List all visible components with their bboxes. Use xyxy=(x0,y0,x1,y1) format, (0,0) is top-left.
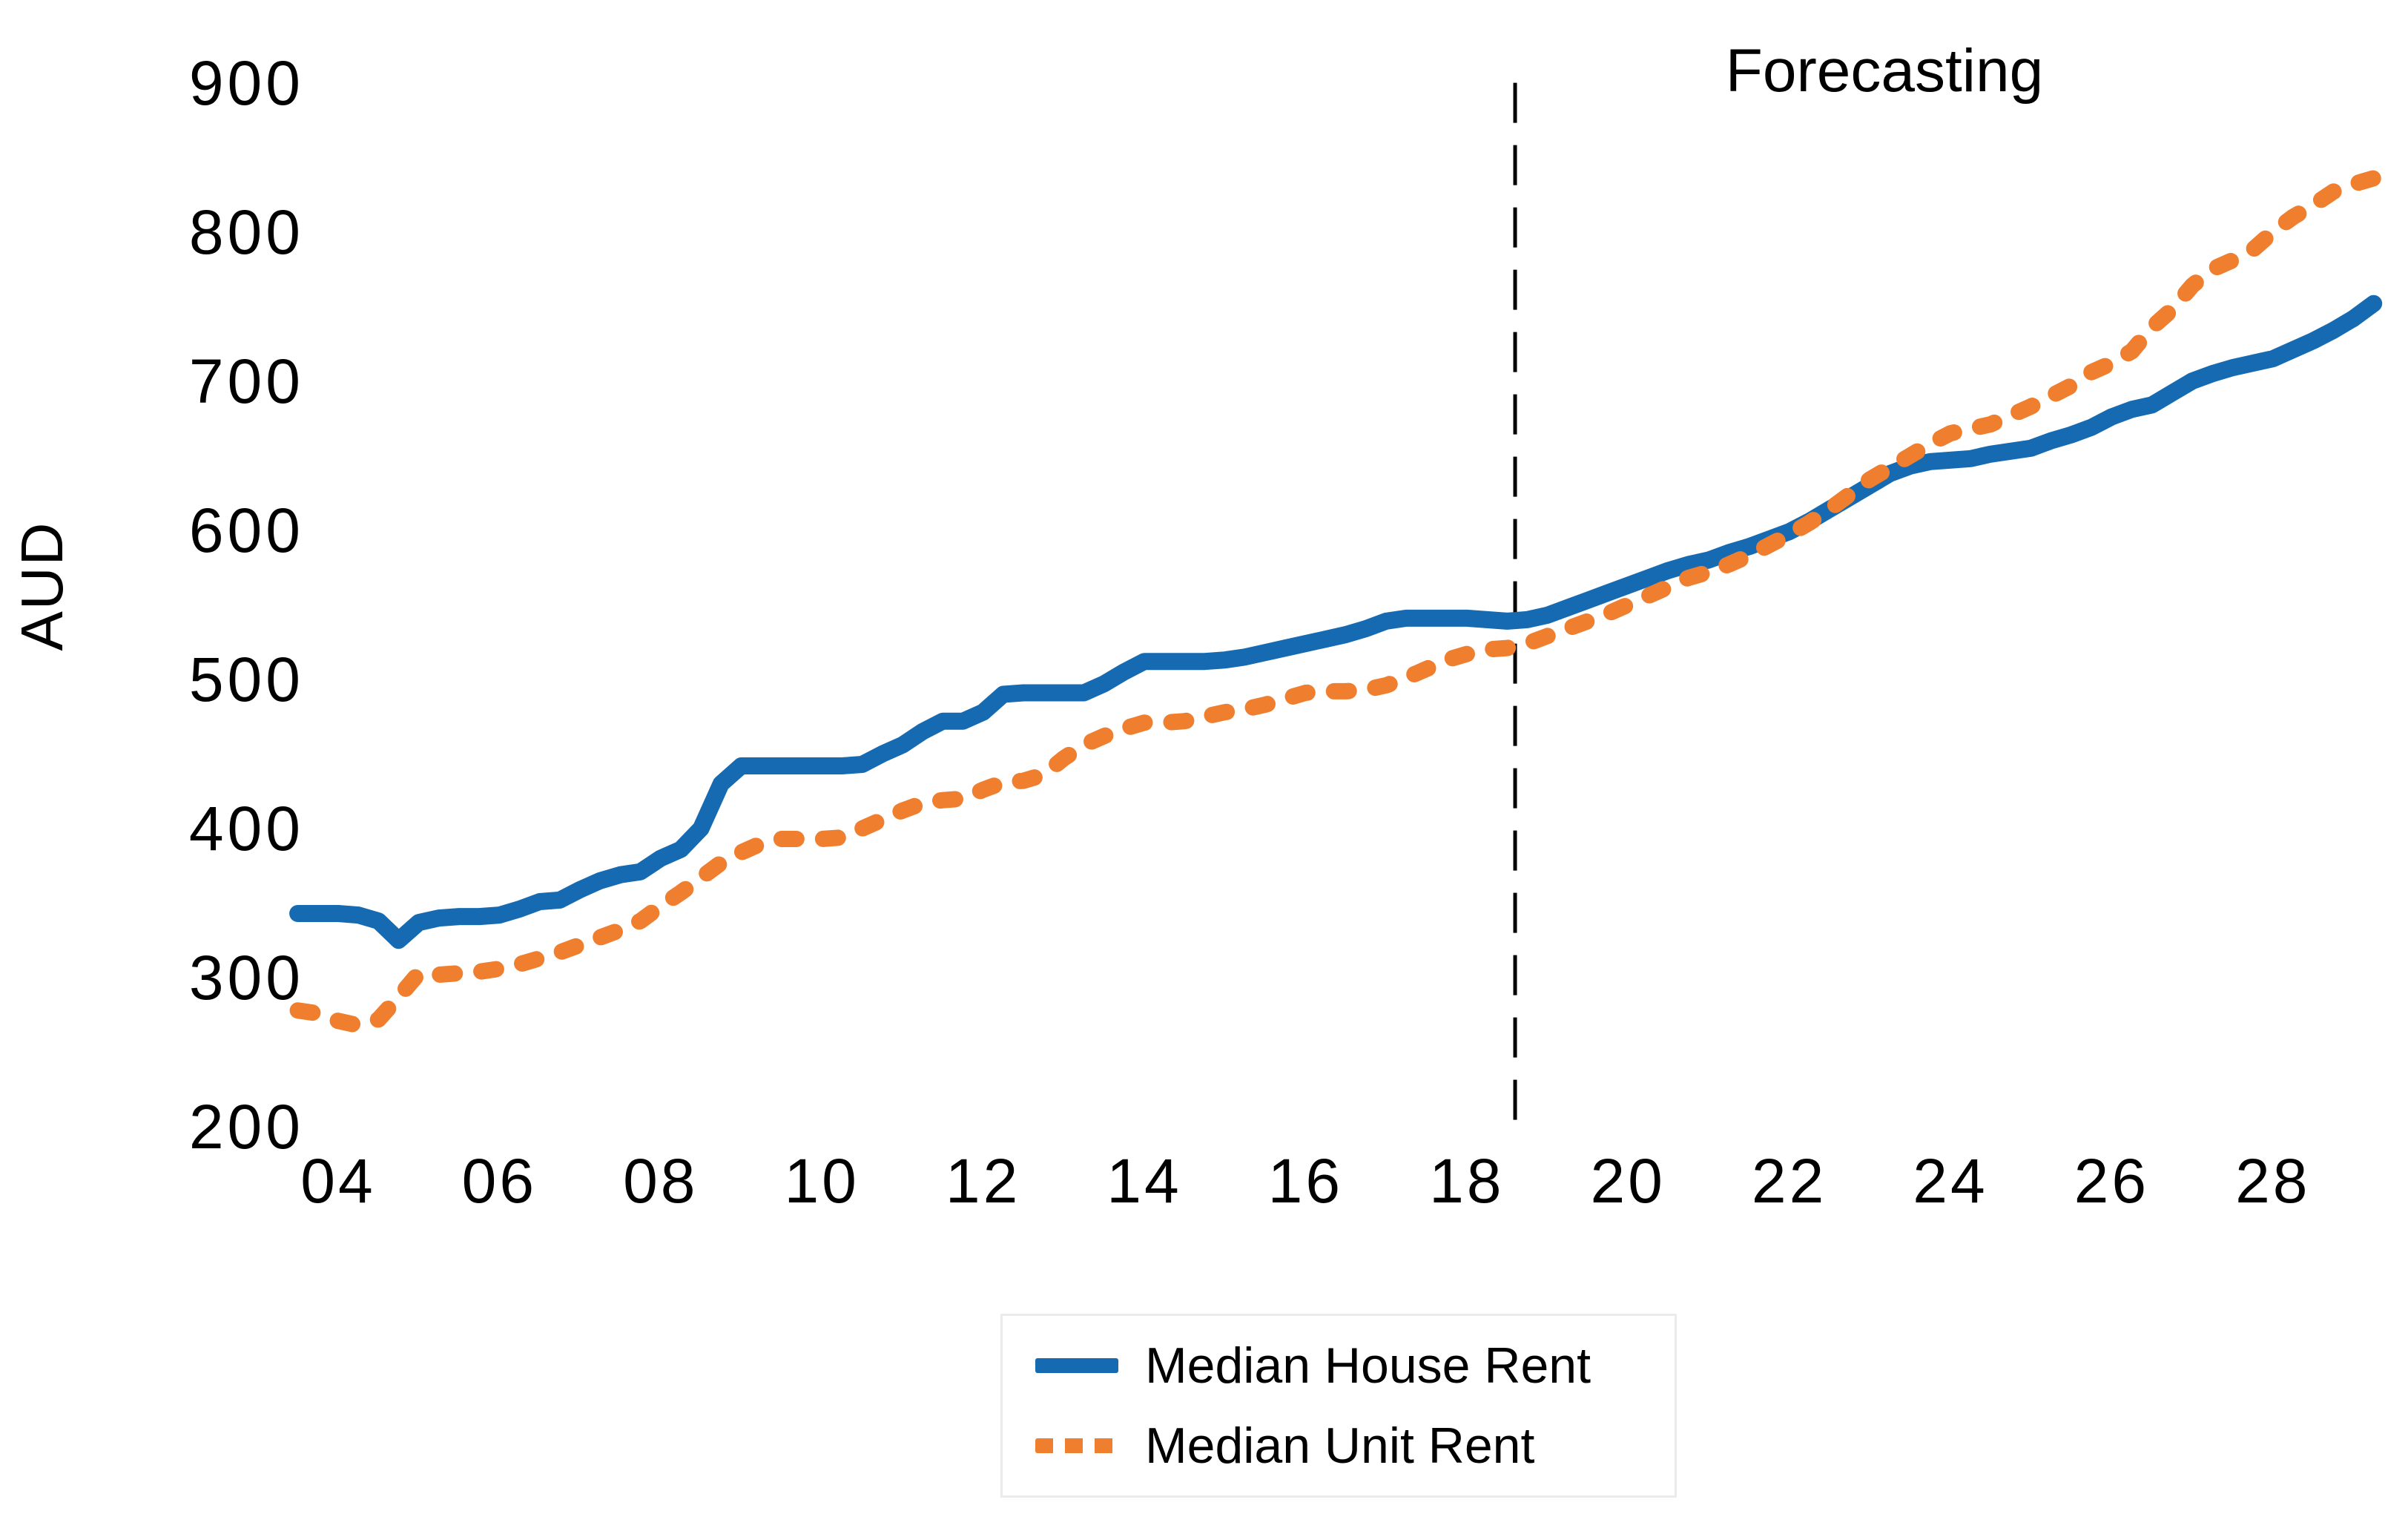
x-tick-label: 26 xyxy=(2074,1146,2150,1216)
y-tick-label: 400 xyxy=(188,793,304,863)
legend: Median House Rent Median Unit Rent xyxy=(1000,1314,1677,1498)
y-tick-label: 900 xyxy=(188,47,304,118)
legend-item-unit: Median Unit Rent xyxy=(1035,1421,1675,1471)
y-tick-label: 800 xyxy=(188,197,304,267)
y-tick-label: 700 xyxy=(188,346,304,416)
legend-item-house: Median House Rent xyxy=(1035,1340,1675,1391)
y-tick-label: 300 xyxy=(188,943,304,1013)
x-tick-label: 04 xyxy=(300,1146,376,1216)
x-tick-label: 24 xyxy=(1913,1146,1988,1216)
house-line-swatch xyxy=(1035,1358,1118,1373)
x-tick-label: 08 xyxy=(623,1146,699,1216)
y-tick-label: 600 xyxy=(188,495,304,565)
x-tick-label: 14 xyxy=(1106,1146,1182,1216)
forecast-annotation: Forecasting xyxy=(1725,37,2044,105)
house-rent-line xyxy=(289,294,2383,949)
x-tick-label: 10 xyxy=(784,1146,860,1216)
x-tick-label: 06 xyxy=(461,1146,538,1216)
x-tick-label: 12 xyxy=(945,1146,1021,1216)
x-tick-label: 20 xyxy=(1590,1146,1666,1216)
x-tick-label: 28 xyxy=(2235,1146,2311,1216)
y-tick-label: 500 xyxy=(188,644,304,714)
x-tick-label: 22 xyxy=(1751,1146,1827,1216)
unit-line-swatch xyxy=(1035,1438,1118,1453)
y-tick-label: 200 xyxy=(188,1092,304,1162)
legend-label-house: Median House Rent xyxy=(1145,1337,1591,1394)
x-tick-label: 18 xyxy=(1429,1146,1505,1216)
unit-rent-line xyxy=(289,170,2382,1034)
y-axis-tick-labels: 900 800 700 600 500 400 300 200 xyxy=(82,0,304,1534)
legend-label-unit: Median Unit Rent xyxy=(1145,1418,1535,1474)
x-tick-label: 16 xyxy=(1267,1146,1344,1216)
